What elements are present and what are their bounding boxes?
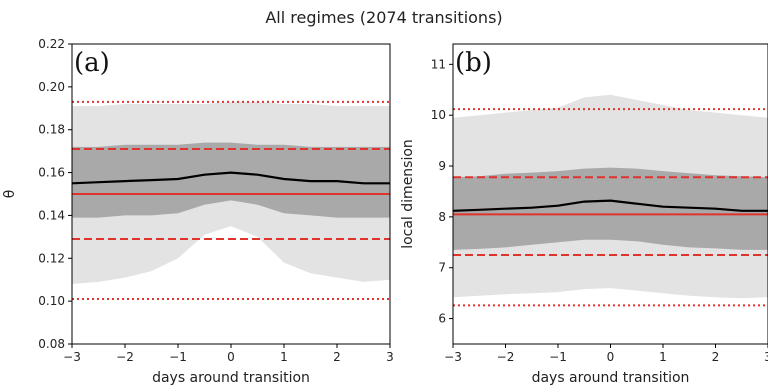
y-tick-label: 7 — [438, 261, 446, 275]
x-tick-label: −1 — [169, 350, 187, 364]
y-axis-label: local dimension — [400, 139, 416, 249]
y-tick-label: 0.16 — [38, 166, 65, 180]
plot-area-b — [453, 94, 768, 307]
x-tick-label: −1 — [549, 350, 567, 364]
figure-title: All regimes (2074 transitions) — [265, 8, 502, 27]
y-tick-label: 0.18 — [38, 123, 65, 137]
x-tick-label: 1 — [280, 350, 288, 364]
y-tick-label: 0.10 — [38, 294, 65, 308]
y-axis-label: θ — [2, 190, 18, 199]
panel-label-a: (a) — [74, 48, 110, 78]
x-tick-label: −2 — [116, 350, 134, 364]
y-tick-label: 0.22 — [38, 37, 65, 51]
inner-band-b — [453, 167, 768, 250]
y-tick-label: 10 — [431, 108, 446, 122]
mean-line-a — [72, 171, 390, 185]
y-tick-label: 0.08 — [38, 337, 65, 351]
y-tick-label: 11 — [431, 57, 446, 71]
y-tick-label: 0.12 — [38, 251, 65, 265]
x-axis-label: days around transition — [152, 370, 310, 386]
panel-label-b: (b) — [455, 48, 492, 78]
y-tick-label: 0.20 — [38, 80, 65, 94]
x-tick-label: −3 — [444, 350, 462, 364]
x-tick-label: 2 — [712, 350, 720, 364]
mean-line-b — [453, 199, 768, 212]
panel-a: −3 −2 −1 0 1 2 3 0.08 0.10 0.12 0.14 0.16 0.18 0.20 0.… — [2, 37, 394, 386]
inner-band-a — [72, 142, 390, 218]
x-tick-label: −2 — [497, 350, 515, 364]
y-tick-label: 0.14 — [38, 208, 65, 222]
panel-b: −3 −2 −1 0 1 2 3 6 7 8 9 10 11 days around transition… — [400, 43, 768, 386]
x-tick-label: 0 — [607, 350, 615, 364]
y-tick-label: 8 — [438, 210, 446, 224]
x-tick-label: 3 — [386, 350, 394, 364]
x-axis-label: days around transition — [532, 370, 690, 386]
x-tick-label: 2 — [333, 350, 341, 364]
x-tick-label: 1 — [659, 350, 667, 364]
x-tick-label: −3 — [63, 350, 81, 364]
x-tick-label: 3 — [764, 350, 768, 364]
x-tick-label: 0 — [227, 350, 235, 364]
y-tick-label: 9 — [438, 159, 446, 173]
plot-area-a — [72, 100, 390, 300]
y-tick-label: 6 — [438, 312, 446, 326]
